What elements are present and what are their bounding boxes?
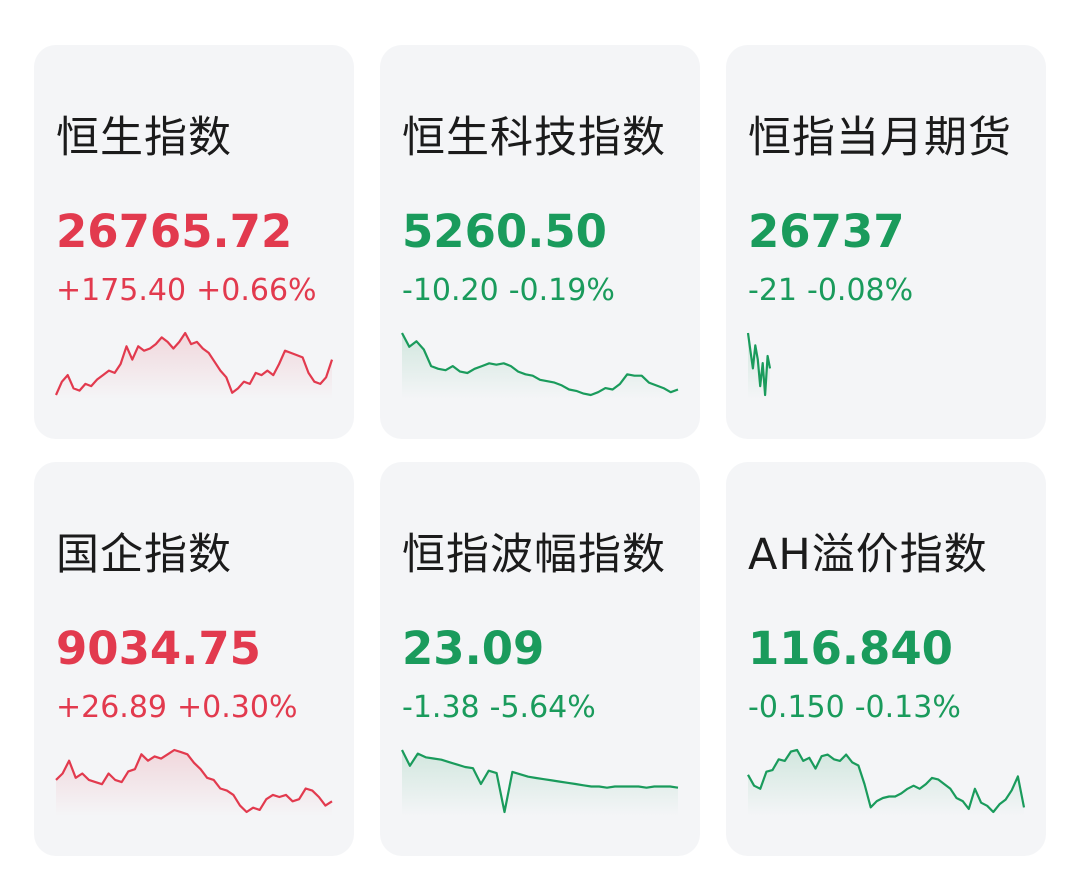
- sparkline-area: [748, 750, 1024, 816]
- card-change: -1.38 -5.64%: [402, 690, 596, 725]
- card-title: 恒指当月期货: [748, 113, 1012, 163]
- card-hsi[interactable]: 恒生指数 26765.72 +175.40 +0.66%: [34, 45, 354, 439]
- card-change: -10.20 -0.19%: [402, 273, 615, 308]
- change-percent: +0.66%: [196, 273, 317, 308]
- sparkline-area: [56, 750, 332, 816]
- sparkline-line: [746, 332, 772, 397]
- sparkline-chart: [55, 748, 333, 816]
- change-percent: -0.08%: [807, 273, 914, 308]
- sparkline-line: [54, 331, 334, 396]
- change-value: -0.150: [748, 690, 845, 725]
- sparkline-line: [747, 748, 1026, 814]
- card-vhsi[interactable]: 恒指波幅指数 23.09 -1.38 -5.64%: [380, 462, 700, 856]
- change-value: -21: [748, 273, 797, 308]
- card-change: +26.89 +0.30%: [56, 690, 297, 725]
- sparkline-area: [748, 333, 770, 399]
- sparkline-chart: [401, 332, 679, 399]
- sparkline-chart: [746, 332, 772, 399]
- sparkline-line: [55, 748, 333, 814]
- sparkline-line: [401, 749, 679, 814]
- change-percent: -0.19%: [508, 273, 615, 308]
- card-title: 恒指波幅指数: [402, 530, 666, 580]
- card-price: 26737: [748, 205, 905, 258]
- card-price: 5260.50: [402, 205, 607, 258]
- card-price: 116.840: [748, 622, 953, 675]
- change-value: +175.40: [56, 273, 187, 308]
- sparkline-chart: [401, 749, 679, 816]
- card-price: 9034.75: [56, 622, 261, 675]
- card-title: 恒生指数: [56, 113, 232, 163]
- card-change: -21 -0.08%: [748, 273, 913, 308]
- card-price: 26765.72: [56, 205, 293, 258]
- card-hstech[interactable]: 恒生科技指数 5260.50 -10.20 -0.19%: [380, 45, 700, 439]
- sparkline-chart: [747, 748, 1026, 816]
- sparkline-area: [402, 333, 678, 399]
- change-percent: -5.64%: [489, 690, 596, 725]
- change-value: -1.38: [402, 690, 480, 725]
- sparkline-area: [56, 333, 332, 399]
- card-ah-premium[interactable]: AH溢价指数 116.840 -0.150 -0.13%: [726, 462, 1046, 856]
- card-price: 23.09: [402, 622, 545, 675]
- change-value: -10.20: [402, 273, 499, 308]
- card-change: +175.40 +0.66%: [56, 273, 317, 308]
- change-percent: +0.30%: [177, 690, 298, 725]
- card-hsi-futures[interactable]: 恒指当月期货 26737 -21 -0.08%: [726, 45, 1046, 439]
- sparkline-area: [402, 750, 678, 816]
- card-title: AH溢价指数: [748, 530, 988, 580]
- change-percent: -0.13%: [854, 690, 961, 725]
- sparkline-line: [401, 332, 679, 397]
- card-title: 恒生科技指数: [402, 113, 666, 163]
- card-title: 国企指数: [56, 530, 232, 580]
- card-hscei[interactable]: 国企指数 9034.75 +26.89 +0.30%: [34, 462, 354, 856]
- sparkline-chart: [54, 331, 334, 399]
- change-value: +26.89: [56, 690, 168, 725]
- card-change: -0.150 -0.13%: [748, 690, 961, 725]
